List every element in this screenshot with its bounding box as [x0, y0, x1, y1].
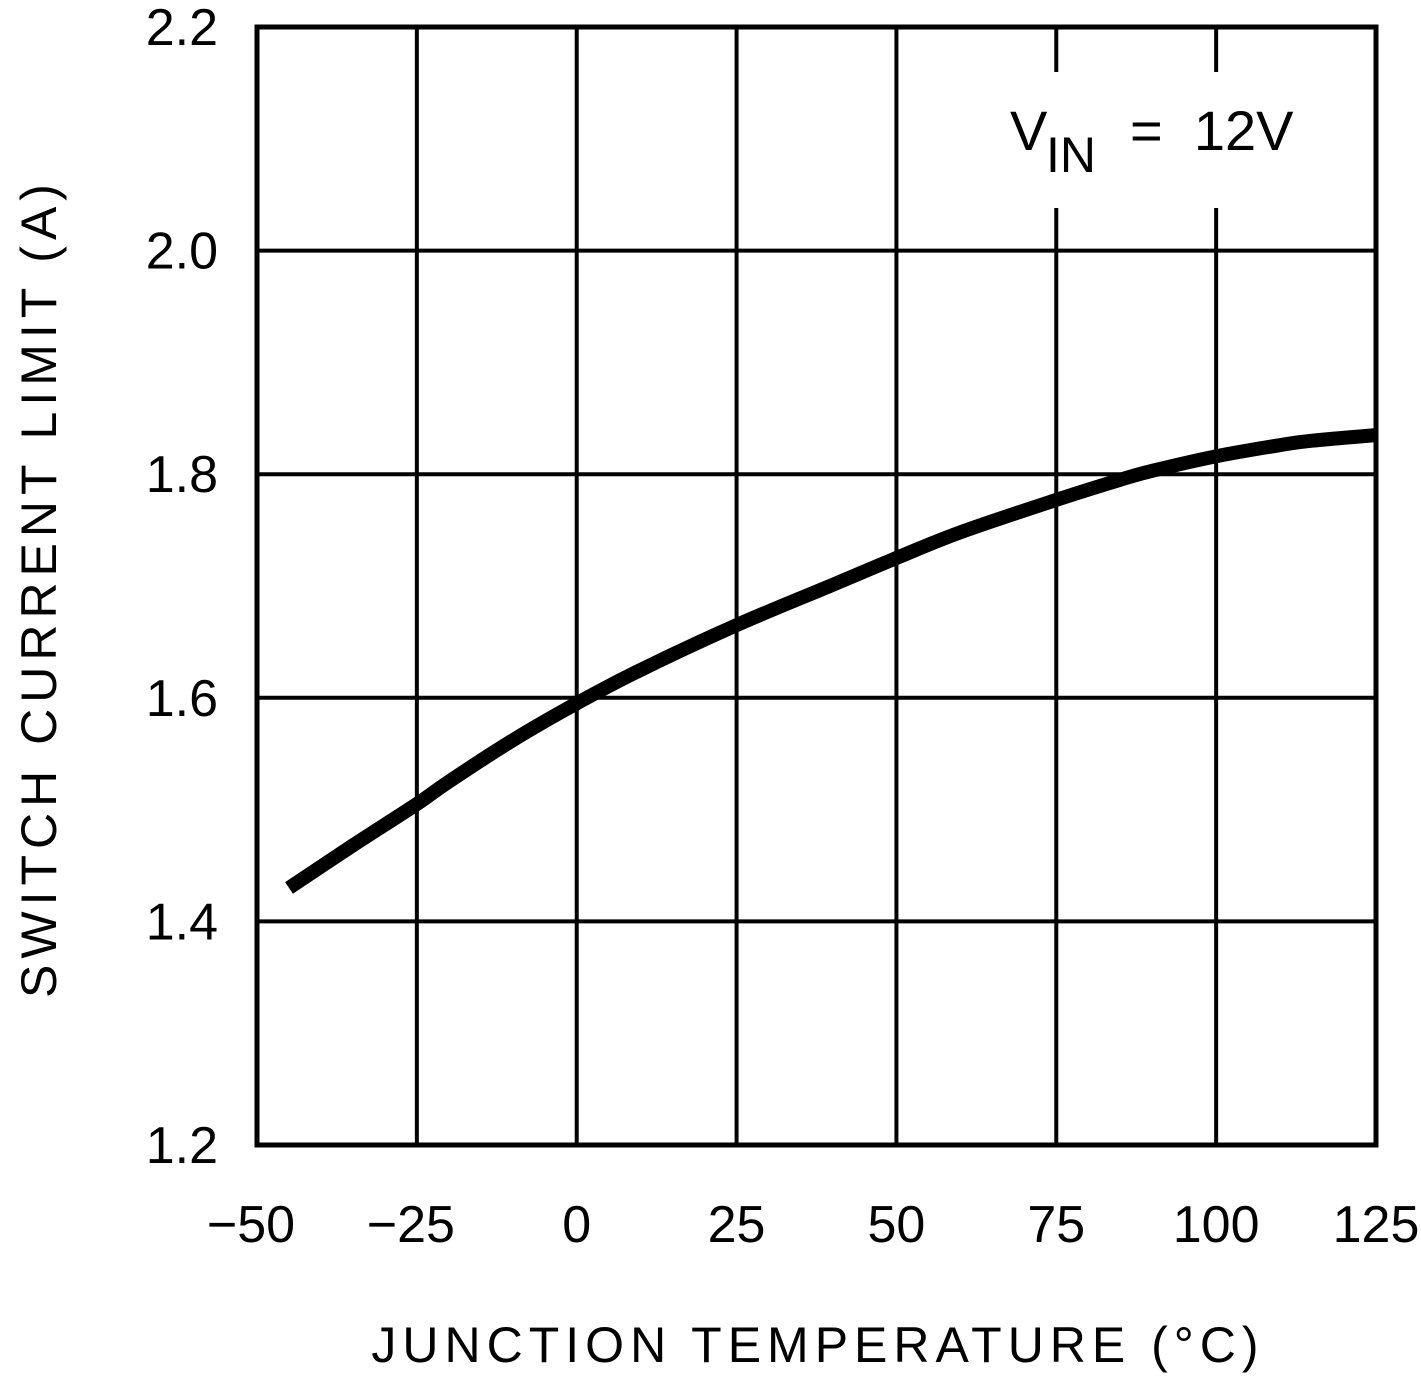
- x-tick-label: 100: [1173, 1196, 1260, 1254]
- y-tick-label: 1.6: [146, 670, 218, 728]
- x-tick-label: 75: [1027, 1196, 1085, 1254]
- y-axis-label: SWITCH CURRENT LIMIT (A): [11, 178, 67, 998]
- y-tick-label: 1.8: [146, 446, 218, 504]
- y-tick-label: 1.4: [146, 893, 218, 951]
- y-tick-label: 1.2: [146, 1117, 218, 1175]
- annotation-subscript: IN: [1046, 127, 1096, 183]
- x-tick-label: 0: [562, 1196, 591, 1254]
- x-tick-label: 125: [1333, 1196, 1420, 1254]
- y-tick-label: 2.2: [146, 0, 218, 57]
- x-axis-label: JUNCTION TEMPERATURE (°C): [371, 1317, 1264, 1373]
- x-tick-label: −25: [367, 1196, 455, 1254]
- x-tick-label: −50: [207, 1196, 295, 1254]
- annotation-vin: V IN = 12V: [1010, 99, 1294, 183]
- x-tick-labels: −50 −25 0 25 50 75 100 125: [207, 1196, 1419, 1254]
- y-tick-labels: 1.2 1.4 1.6 1.8 2.0 2.2: [146, 0, 218, 1175]
- annotation-value: = 12V: [1130, 99, 1294, 162]
- data-series-line: [285, 428, 1377, 894]
- y-tick-label: 2.0: [146, 223, 218, 281]
- plot-frame: [254, 24, 1379, 1148]
- grid-lines: [257, 27, 1376, 1145]
- x-tick-label: 50: [868, 1196, 926, 1254]
- annotation-v: V: [1010, 99, 1048, 162]
- x-tick-label: 25: [708, 1196, 766, 1254]
